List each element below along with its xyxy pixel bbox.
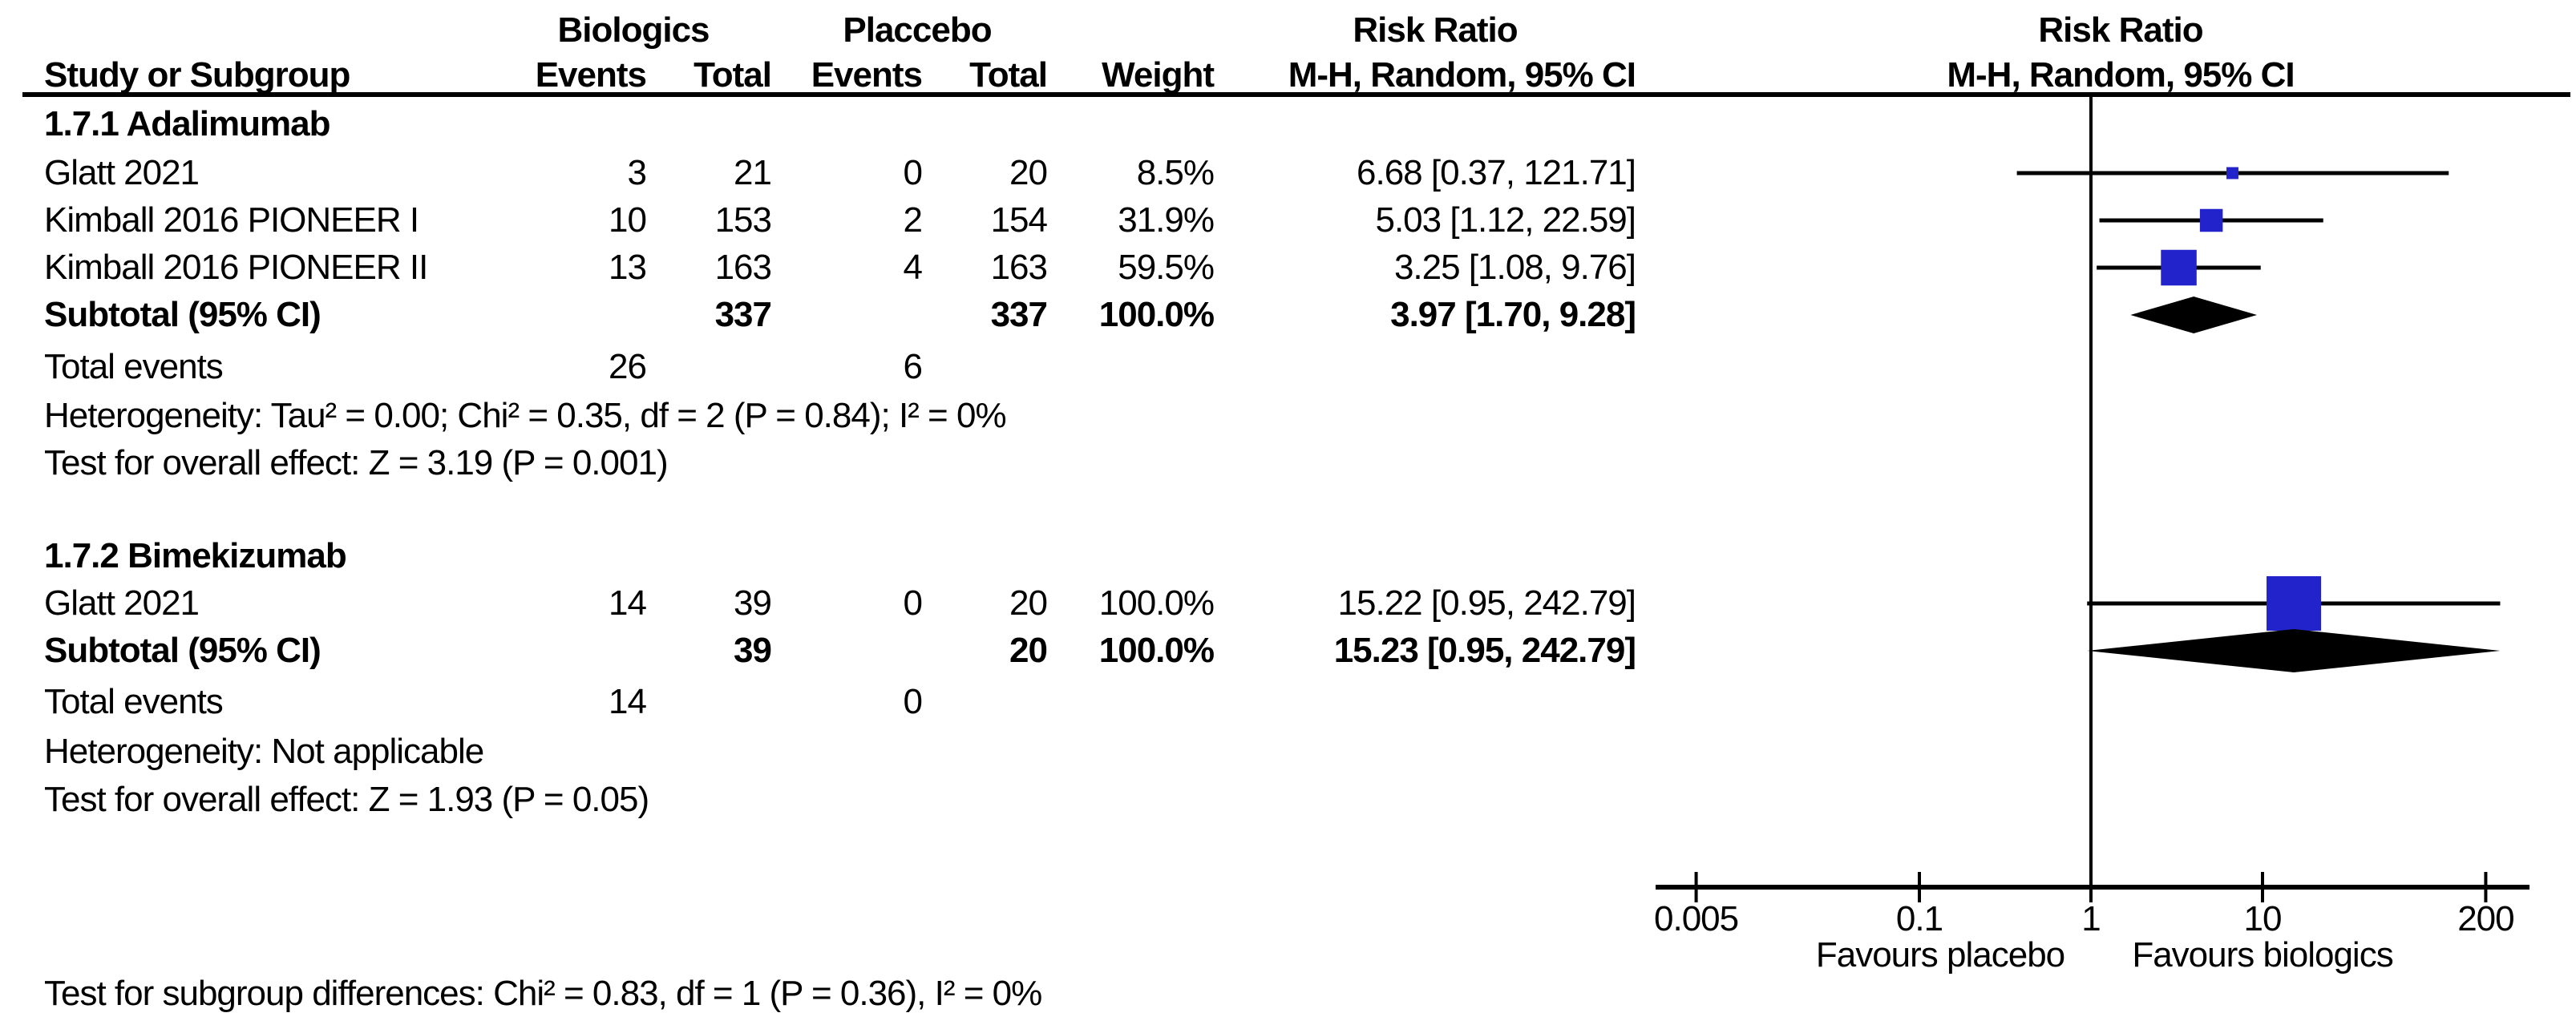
subtotal-total-placebo: 337 <box>990 295 1048 334</box>
pooled-diamond <box>2130 297 2258 333</box>
subtotal-total-placebo: 20 <box>1009 631 1048 670</box>
ci-text: 3.97 [1.70, 9.28] <box>1390 295 1636 334</box>
column-header-events-placebo: Events <box>811 55 923 95</box>
study-name: Kimball 2016 PIONEER II <box>44 248 428 287</box>
total-placebo-cell: 163 <box>990 248 1048 287</box>
column-header-study: Study or Subgroup <box>44 55 350 95</box>
total-biologics-cell: 21 <box>734 153 772 192</box>
axis-tick <box>2261 872 2264 902</box>
study-name: Kimball 2016 PIONEER I <box>44 200 419 240</box>
column-header-weight: Weight <box>1102 55 1215 95</box>
total-placebo-cell: 20 <box>1009 583 1048 623</box>
axis-tick-label: 1 <box>2081 899 2101 938</box>
favours-right-label: Favours biologics <box>2132 935 2393 975</box>
total-events-biologics: 14 <box>609 682 647 721</box>
subgroup-difference-text: Test for subgroup differences: Chi² = 0.… <box>44 974 1042 1013</box>
weight-cell: 100.0% <box>1098 583 1215 623</box>
subgroup-title: 1.7.1 Adalimumab <box>44 104 330 143</box>
axis-tick-label: 10 <box>2243 899 2283 938</box>
ci-text: 15.22 [0.95, 242.79] <box>1337 583 1636 623</box>
total-biologics-cell: 153 <box>714 200 772 240</box>
study-name: Glatt 2021 <box>44 153 200 192</box>
study-name: Glatt 2021 <box>44 583 200 623</box>
events-placebo-cell: 4 <box>903 248 923 287</box>
total-events-label: Total events <box>44 347 224 386</box>
point-estimate-square <box>2267 576 2322 631</box>
column-header-total-placebo: Total <box>969 55 1048 95</box>
subtotal-label: Subtotal (95% CI) <box>44 295 321 334</box>
axis-tick <box>1918 872 1921 902</box>
total-biologics-cell: 163 <box>714 248 772 287</box>
events-biologics-cell: 3 <box>627 153 647 192</box>
events-placebo-cell: 0 <box>903 153 923 192</box>
plot-header-risk-ratio: Risk Ratio <box>2038 10 2203 50</box>
overall-effect-text: Test for overall effect: Z = 3.19 (P = 0… <box>44 443 669 482</box>
ci-text: 15.23 [0.95, 242.79] <box>1333 631 1636 670</box>
ci-text: 3.25 [1.08, 9.76] <box>1393 248 1636 287</box>
total-events-biologics: 26 <box>609 347 647 386</box>
axis-tick-label: 0.1 <box>1895 899 1943 938</box>
header-divider-rule <box>22 92 2570 97</box>
column-header-events-biologics: Events <box>535 55 647 95</box>
subtotal-total-biologics: 337 <box>714 295 772 334</box>
pooled-diamond <box>2087 629 2501 672</box>
subtotal-weight: 100.0% <box>1098 631 1215 670</box>
events-placebo-cell: 0 <box>903 583 923 623</box>
total-placebo-cell: 20 <box>1009 153 1048 192</box>
subtotal-total-biologics: 39 <box>734 631 772 670</box>
point-estimate-square <box>2199 208 2223 232</box>
weight-cell: 8.5% <box>1136 153 1215 192</box>
column-header-total-biologics: Total <box>694 55 772 95</box>
ci-text: 6.68 [0.37, 121.71] <box>1357 153 1636 192</box>
weight-cell: 31.9% <box>1118 200 1215 240</box>
events-biologics-cell: 10 <box>609 200 647 240</box>
subtotal-weight: 100.0% <box>1098 295 1215 334</box>
overall-effect-text: Test for overall effect: Z = 1.93 (P = 0… <box>44 780 649 819</box>
events-biologics-cell: 14 <box>609 583 647 623</box>
column-header-placebo: Placcebo <box>843 10 992 50</box>
column-header-biologics: Biologics <box>557 10 710 50</box>
total-placebo-cell: 154 <box>990 200 1048 240</box>
total-events-placebo: 0 <box>903 682 923 721</box>
weight-cell: 59.5% <box>1118 248 1215 287</box>
events-biologics-cell: 13 <box>609 248 647 287</box>
axis-tick <box>2089 872 2093 902</box>
axis-tick <box>1694 872 1698 902</box>
column-header-method: M-H, Random, 95% CI <box>1288 55 1636 95</box>
heterogeneity-text: Heterogeneity: Not applicable <box>44 732 484 771</box>
no-effect-line <box>2089 97 2093 886</box>
events-placebo-cell: 2 <box>903 200 923 240</box>
point-estimate-square <box>2226 167 2238 180</box>
total-events-placebo: 6 <box>903 347 923 386</box>
point-estimate-square <box>2161 249 2197 286</box>
axis-tick <box>2484 872 2488 902</box>
heterogeneity-text: Heterogeneity: Tau² = 0.00; Chi² = 0.35,… <box>44 396 1007 435</box>
ci-text: 5.03 [1.12, 22.59] <box>1375 200 1636 240</box>
plot-header-method: M-H, Random, 95% CI <box>1947 55 2295 95</box>
subgroup-title: 1.7.2 Bimekizumab <box>44 536 347 575</box>
column-header-risk-ratio: Risk Ratio <box>1353 10 1518 50</box>
total-events-label: Total events <box>44 682 224 721</box>
total-biologics-cell: 39 <box>734 583 772 623</box>
favours-left-label: Favours placebo <box>1815 935 2065 975</box>
axis-tick-label: 0.005 <box>1654 899 1739 938</box>
axis-tick-label: 200 <box>2457 899 2514 938</box>
subtotal-label: Subtotal (95% CI) <box>44 631 321 670</box>
